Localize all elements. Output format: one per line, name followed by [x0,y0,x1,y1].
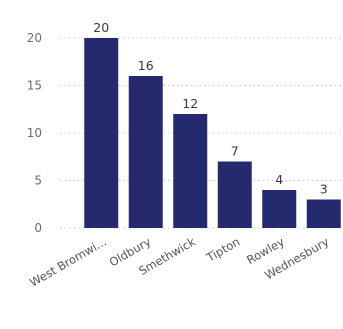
data-labels: 20 16 12 7 4 3 [93,20,327,197]
y-axis-ticks: 0 5 10 15 20 [27,31,42,235]
y-tick-label: 15 [27,79,42,93]
bar[interactable] [84,38,119,228]
data-label: 16 [138,58,154,73]
bar[interactable] [173,114,208,228]
y-tick-label: 10 [27,126,42,140]
data-label: 20 [93,20,109,35]
x-tick-label: West Bromwi... [27,234,109,289]
data-label: 7 [231,144,239,159]
bar[interactable] [128,76,163,228]
y-tick-label: 5 [34,174,42,188]
bars [84,38,341,228]
bar[interactable] [306,199,341,229]
y-tick-label: 20 [27,31,42,45]
bar[interactable] [217,161,252,229]
data-label: 4 [275,172,283,187]
bar[interactable] [262,190,297,228]
y-tick-label: 0 [34,221,42,235]
x-tick-label: Tipton [203,234,242,265]
data-label: 3 [320,182,328,197]
data-label: 12 [182,96,198,111]
